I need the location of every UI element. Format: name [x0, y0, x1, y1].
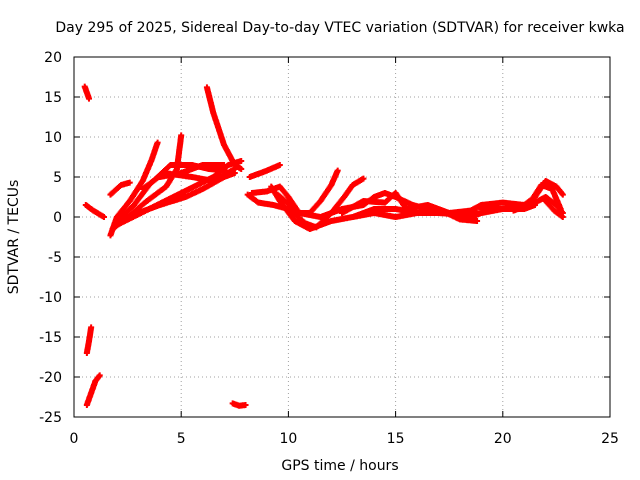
chart-title: Day 295 of 2025, Sidereal Day-to-day VTE…	[55, 20, 624, 36]
y-tick-label: 20	[44, 50, 62, 66]
plot-frame	[73, 56, 611, 418]
data-point	[559, 191, 566, 198]
data-point	[360, 175, 367, 182]
y-tick-label: 5	[53, 170, 62, 186]
data-series-seg-y	[542, 198, 566, 220]
x-tick-label: 5	[177, 431, 186, 447]
trace-segment	[293, 218, 312, 232]
trace-segment	[277, 199, 297, 223]
x-tick-label: 20	[494, 431, 512, 447]
data-series-seg-e	[107, 179, 133, 198]
data-series-seg-u	[349, 206, 481, 224]
trace-segment	[211, 166, 237, 184]
trace-segment	[145, 184, 169, 204]
data-point	[86, 95, 93, 102]
x-tick-label: 25	[601, 431, 619, 447]
trace-segment	[526, 183, 544, 207]
trace-segment	[148, 141, 161, 163]
trace-segment	[117, 210, 140, 224]
grid-lines	[74, 57, 610, 417]
trace-segment	[183, 186, 205, 200]
x-tick-label: 15	[387, 431, 405, 447]
trace-segment	[340, 198, 366, 216]
trace-segment	[307, 199, 323, 215]
data-series-seg-n	[229, 400, 249, 409]
trace-segment	[210, 111, 227, 147]
data-point	[334, 167, 341, 174]
data-point	[154, 139, 161, 146]
trace-segment	[328, 168, 341, 187]
data-series-seg-a	[81, 83, 93, 102]
data-series-seg-o	[246, 162, 283, 180]
trace-segment	[549, 187, 564, 211]
y-tick-label: 0	[53, 210, 62, 226]
data-point	[88, 324, 95, 331]
y-axis-label: SDTVAR / TECUs	[6, 180, 22, 295]
trace-segment	[221, 143, 238, 167]
y-tick-label: 15	[44, 90, 62, 106]
y-tick-label: -10	[39, 290, 62, 306]
y-tick-label: 10	[44, 130, 62, 146]
trace-segment	[436, 206, 462, 222]
data-point	[96, 372, 103, 379]
data-series-seg-p	[244, 175, 367, 231]
data-series-seg-x	[510, 182, 564, 214]
data-point	[276, 162, 283, 168]
data-point	[557, 206, 564, 212]
y-tick-label: -25	[39, 410, 62, 426]
data-point	[221, 162, 228, 168]
data-series-seg-c	[83, 324, 95, 356]
data-layer	[81, 83, 566, 409]
axis-ticks: 0 5 10 15 20 25 -25 -20 -15 -10 -5 0 5 10 15 20	[39, 50, 619, 447]
y-tick-label: -15	[39, 330, 62, 346]
x-axis-label: GPS time / hours	[281, 458, 398, 474]
data-series-seg-l	[156, 162, 228, 180]
data-point	[178, 132, 185, 139]
data-point	[101, 214, 108, 220]
data-point	[242, 402, 249, 408]
trace-segment	[127, 179, 145, 203]
x-tick-label: 10	[279, 431, 297, 447]
trace-segment	[318, 183, 334, 203]
x-tick-label: 0	[70, 431, 79, 447]
data-point	[238, 166, 245, 172]
trace-segment	[140, 159, 154, 183]
data-point	[559, 214, 566, 220]
data-series-seg-m	[203, 84, 245, 172]
y-tick-label: -20	[39, 370, 62, 386]
data-series-seg-d	[83, 372, 103, 408]
data-point	[474, 218, 481, 224]
y-tick-label: -5	[48, 250, 62, 266]
data-point	[126, 179, 133, 186]
trace-segment	[256, 199, 275, 208]
data-series-seg-b	[82, 202, 108, 220]
data-point	[238, 158, 245, 164]
trace-segment	[393, 191, 409, 211]
data-series-seg-k	[139, 166, 238, 192]
trace-segment	[275, 192, 301, 215]
trace-segment	[114, 199, 132, 219]
